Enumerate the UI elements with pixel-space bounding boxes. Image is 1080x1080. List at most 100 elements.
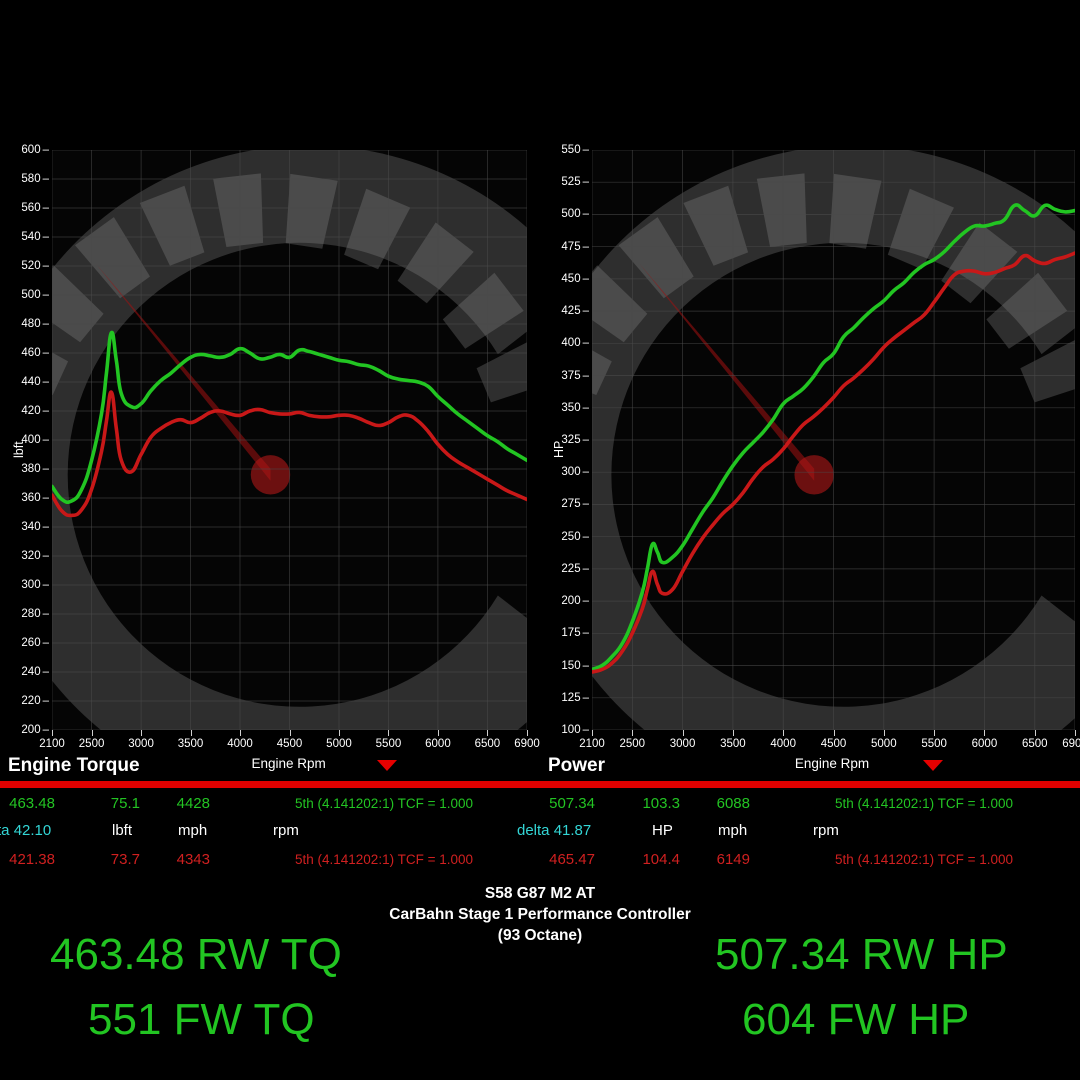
y-axis-tick-label: 360–: [21, 492, 49, 504]
x-axis-tick-label: 2500: [78, 738, 105, 750]
power-green-speed-value: 103.3: [642, 795, 680, 812]
summary-power-rw: 507.34 RW HP: [715, 930, 1008, 979]
y-axis-tick-label: 440–: [21, 376, 49, 388]
y-axis-tick-label: 420–: [21, 405, 49, 417]
torque-readout-block: 463.48 75.1 4428 5th (4.141202:1) TCF = 1.0…: [0, 0, 1080, 868]
power-green-rpm-value: 6088: [716, 795, 750, 812]
power-green-gear-info: 5th (4.141202:1) TCF = 1.000: [835, 796, 1013, 811]
x-axis-tick-label: 5000: [326, 738, 352, 750]
y-axis-tick-label: 150–: [561, 659, 589, 672]
y-axis-tick-label: 175–: [561, 627, 589, 640]
x-axis-tick-label: 4500: [276, 738, 303, 750]
torque-red-gear-info: 5th (4.141202:1) TCF = 1.000: [295, 852, 473, 867]
y-axis-tick-label: 350–: [561, 401, 589, 414]
torque-green-speed-value: 75.1: [110, 795, 140, 812]
y-axis-title: HP: [552, 440, 566, 458]
x-axis-tick-label: 2500: [619, 738, 646, 750]
torque-delta-value: delta 42.10: [0, 822, 52, 839]
x-axis-tick-mark: [487, 730, 489, 736]
x-axis-title: Engine Rpm: [251, 756, 326, 771]
y-axis-tick-label: 320–: [21, 550, 49, 562]
torque-red-peak-value: 421.38: [9, 851, 55, 868]
vehicle-title-line3: (93 Octane): [497, 927, 583, 944]
y-axis-tick-label: 425–: [561, 305, 589, 318]
torque-plot-wrapper: 600– 580– 560– 540– 520– 500– 480– 460– 440– 420–…: [0, 0, 540, 780]
y-axis-tick-label: 380–: [21, 463, 49, 475]
x-axis-tick-mark: [240, 730, 242, 736]
x-axis-tick-label: 6500: [474, 738, 501, 750]
torque-rpm-label: rpm: [273, 822, 299, 839]
torque-chart-panel: 600– 580– 560– 540– 520– 500– 480– 460– 440– 420–…: [0, 0, 540, 780]
x-axis-tick-label: 2100: [579, 738, 605, 750]
y-axis-tick-label: 500–: [561, 208, 589, 221]
rpm-cursor-marker-icon[interactable]: [922, 760, 943, 771]
y-axis-tick-label: 200–: [561, 595, 589, 608]
y-axis-tick-label: 250–: [561, 530, 589, 543]
x-axis-tick-mark: [141, 730, 143, 736]
x-axis-tick-mark: [682, 730, 684, 736]
summary-power-fw: 604 FW HP: [742, 995, 970, 1044]
x-axis-tick-label: 6500: [1021, 738, 1048, 750]
y-axis-tick-label: 225–: [561, 562, 589, 575]
x-axis-tick-label: 3500: [720, 738, 746, 750]
y-axis-tick-label: 300–: [561, 466, 589, 479]
x-axis-tick-label: 5500: [375, 738, 402, 750]
power-readout-block: 507.34 103.3 6088 5th (4.141202:1) TCF = 1.…: [0, 0, 1080, 868]
vehicle-title-line2: CarBahn Stage 1 Performance Controller: [389, 906, 691, 923]
x-axis-tick-label: 3000: [669, 738, 696, 750]
y-axis-tick-label: 300–: [21, 579, 49, 591]
x-axis-tick-label: 2100: [39, 738, 65, 750]
x-axis-tick-mark: [592, 730, 593, 736]
x-axis-tick-mark: [934, 730, 936, 736]
power-red-peak-value: 465.47: [549, 851, 595, 868]
torque-green-rpm-value: 4428: [176, 795, 210, 812]
y-axis-tick-label: 500–: [21, 289, 49, 301]
accent-divider-bar: [0, 781, 1080, 788]
torque-red-rpm-value: 4343: [176, 851, 210, 868]
y-axis-tick-label: 375–: [561, 369, 589, 382]
y-axis-tick-label: 200–: [21, 724, 49, 736]
y-axis-tick-label: 550–: [561, 144, 589, 156]
vehicle-title-line1: S58 G87 M2 AT: [484, 885, 596, 902]
y-axis-tick-label: 260–: [21, 637, 49, 649]
power-chart-panel: 550– 525– 500– 475– 450– 425– 400– 375– 350– 325–…: [540, 0, 1080, 780]
summary-torque-fw: 551 FW TQ: [88, 995, 315, 1044]
x-axis-tick-mark: [338, 730, 340, 736]
x-axis-tick-mark: [1034, 730, 1036, 736]
x-axis-tick-label: 6000: [971, 738, 998, 750]
power-green-peak-value: 507.34: [549, 795, 595, 812]
torque-red-speed-value: 73.7: [110, 851, 140, 868]
torque-green-peak-value: 463.48: [9, 795, 55, 812]
y-axis-tick-label: 580–: [21, 173, 49, 185]
torque-green-gear-info: 5th (4.141202:1) TCF = 1.000: [295, 796, 473, 811]
torque-plot-area: [52, 150, 527, 730]
y-axis-tick-label: 240–: [21, 666, 49, 678]
power-delta-value: delta 41.87: [517, 822, 592, 839]
y-axis-title: lbft: [12, 441, 26, 458]
x-axis-tick-label: 5500: [921, 738, 947, 750]
y-axis-tick-label: 520–: [21, 260, 49, 272]
x-axis-tick-mark: [984, 730, 986, 736]
y-axis-tick-label: 525–: [561, 176, 589, 189]
x-axis-tick-mark: [527, 730, 528, 736]
y-axis-tick-label: 480–: [21, 318, 49, 330]
power-red-speed-value: 104.4: [642, 851, 680, 868]
x-axis-tick-mark: [833, 730, 835, 736]
power-plot-wrapper: 550– 525– 500– 475– 450– 425– 400– 375– 350– 325–…: [540, 0, 1080, 780]
x-axis-tick-mark: [632, 730, 634, 736]
torque-unit-label: lbft: [112, 822, 133, 839]
y-axis-tick-label: 450–: [561, 272, 589, 285]
y-axis-tick-label: 400–: [561, 337, 589, 350]
x-axis-tick-mark: [1075, 730, 1076, 736]
torque-speed-label: mph: [178, 822, 208, 839]
x-axis-tick-mark: [732, 730, 734, 736]
rpm-cursor-marker-icon[interactable]: [377, 760, 398, 771]
y-axis-tick-label: 540–: [21, 231, 49, 243]
x-axis-tick-label: 4000: [227, 738, 253, 750]
x-axis-tick-mark: [52, 730, 53, 736]
power-red-gear-info: 5th (4.141202:1) TCF = 1.000: [835, 852, 1013, 867]
y-axis-tick-label: 460–: [21, 347, 49, 359]
y-axis-tick-label: 600–: [21, 144, 49, 156]
y-axis-tick-label: 400–: [21, 434, 49, 446]
